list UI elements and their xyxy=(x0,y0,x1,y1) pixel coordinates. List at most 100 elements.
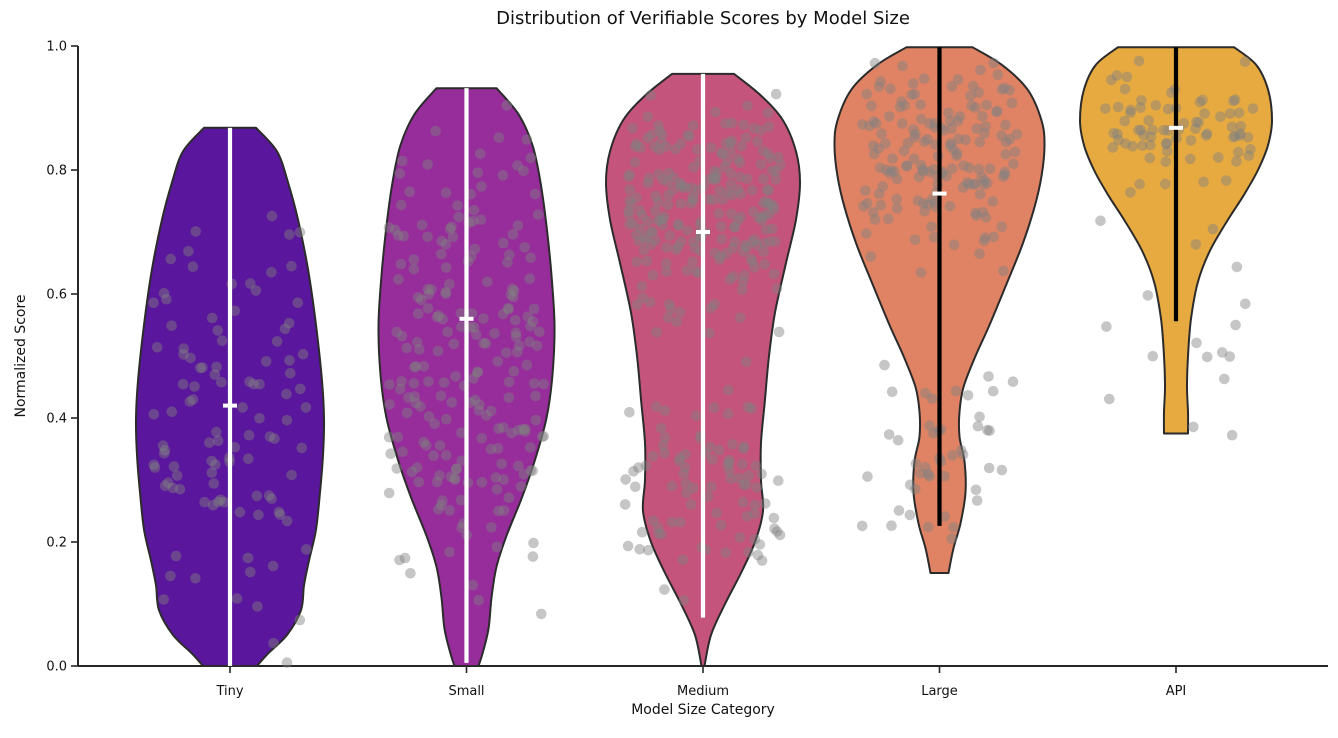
strip-point xyxy=(510,331,522,343)
strip-point xyxy=(912,195,924,206)
strip-point xyxy=(876,128,887,139)
x-axis-tick-label: Medium xyxy=(677,684,729,699)
strip-point xyxy=(151,342,163,353)
y-axis-tick-label: 0.8 xyxy=(46,164,67,179)
strip-point xyxy=(729,221,740,233)
strip-point xyxy=(159,444,171,456)
strip-point xyxy=(260,356,272,367)
strip-point xyxy=(1000,136,1012,148)
strip-point xyxy=(513,460,524,472)
strip-point xyxy=(738,246,749,257)
strip-point xyxy=(725,138,736,149)
strip-point xyxy=(445,471,457,483)
strip-point xyxy=(725,145,736,157)
strip-point xyxy=(970,102,981,113)
strip-point xyxy=(190,226,201,237)
strip-point xyxy=(664,299,675,310)
strip-point xyxy=(1190,239,1202,250)
strip-point xyxy=(472,167,484,179)
strip-point xyxy=(538,431,549,442)
strip-point xyxy=(860,185,871,196)
strip-point xyxy=(423,376,434,387)
strip-point xyxy=(493,423,504,435)
strip-point xyxy=(431,311,443,323)
strip-point xyxy=(1000,149,1012,160)
strip-point xyxy=(1239,56,1251,67)
strip-point xyxy=(722,408,734,420)
strip-point xyxy=(647,515,659,526)
strip-point xyxy=(1135,102,1146,113)
strip-point xyxy=(983,371,994,382)
strip-point xyxy=(904,509,916,521)
strip-point xyxy=(970,484,982,496)
median-tick-small xyxy=(459,316,474,321)
strip-point xyxy=(406,466,418,478)
strip-point xyxy=(1161,146,1173,157)
strip-point xyxy=(501,347,512,359)
strip-point xyxy=(300,402,312,413)
strip-point xyxy=(189,381,200,392)
strip-point xyxy=(197,362,208,373)
strip-point xyxy=(974,248,985,259)
strip-point xyxy=(444,546,455,558)
chart-title: Distribution of Verifiable Scores by Mod… xyxy=(496,8,910,29)
strip-point xyxy=(711,167,723,179)
strip-point xyxy=(923,468,934,480)
strip-point xyxy=(963,178,975,190)
strip-point xyxy=(619,499,631,510)
strip-point xyxy=(971,123,982,134)
strip-point xyxy=(522,311,534,323)
strip-point xyxy=(899,100,910,111)
strip-point xyxy=(661,266,672,278)
strip-point xyxy=(760,195,772,207)
strip-point xyxy=(624,407,635,418)
strip-point xyxy=(505,289,517,301)
strip-point xyxy=(1197,94,1208,106)
strip-point xyxy=(281,388,292,400)
strip-point xyxy=(237,402,248,413)
strip-point xyxy=(472,367,483,378)
strip-point xyxy=(642,132,653,144)
strip-point xyxy=(704,441,716,453)
strip-point xyxy=(476,433,488,444)
strip-point xyxy=(729,221,741,233)
strip-point xyxy=(264,431,276,442)
strip-point xyxy=(393,274,404,285)
strip-point xyxy=(675,517,686,528)
strip-point xyxy=(206,467,218,479)
strip-point xyxy=(891,193,902,205)
strip-point xyxy=(266,267,277,278)
strip-point xyxy=(918,198,929,209)
strip-point xyxy=(466,308,478,319)
strip-point xyxy=(666,480,678,492)
strip-point xyxy=(219,496,230,508)
strip-point xyxy=(281,657,293,668)
strip-point xyxy=(397,446,408,458)
strip-point xyxy=(1011,128,1023,140)
strip-point xyxy=(524,273,536,285)
strip-point xyxy=(158,448,170,459)
strip-point xyxy=(750,460,762,472)
strip-point xyxy=(269,433,280,444)
strip-point xyxy=(680,182,692,194)
strip-point xyxy=(751,482,763,493)
strip-point xyxy=(746,184,758,196)
strip-point xyxy=(974,411,985,423)
strip-point xyxy=(663,190,674,201)
strip-point xyxy=(455,308,467,319)
strip-point xyxy=(898,145,910,157)
strip-point xyxy=(897,60,908,72)
strip-point xyxy=(473,594,485,606)
strip-point xyxy=(508,365,520,377)
strip-point xyxy=(409,361,420,373)
strip-point xyxy=(965,90,976,102)
strip-point xyxy=(690,410,702,422)
strip-point xyxy=(768,268,780,280)
strip-point xyxy=(1199,108,1210,119)
strip-point xyxy=(763,185,775,196)
strip-point xyxy=(416,219,428,231)
strip-point xyxy=(1144,152,1156,164)
strip-point xyxy=(646,129,657,140)
strip-point xyxy=(1120,138,1131,149)
strip-point xyxy=(1134,178,1145,190)
